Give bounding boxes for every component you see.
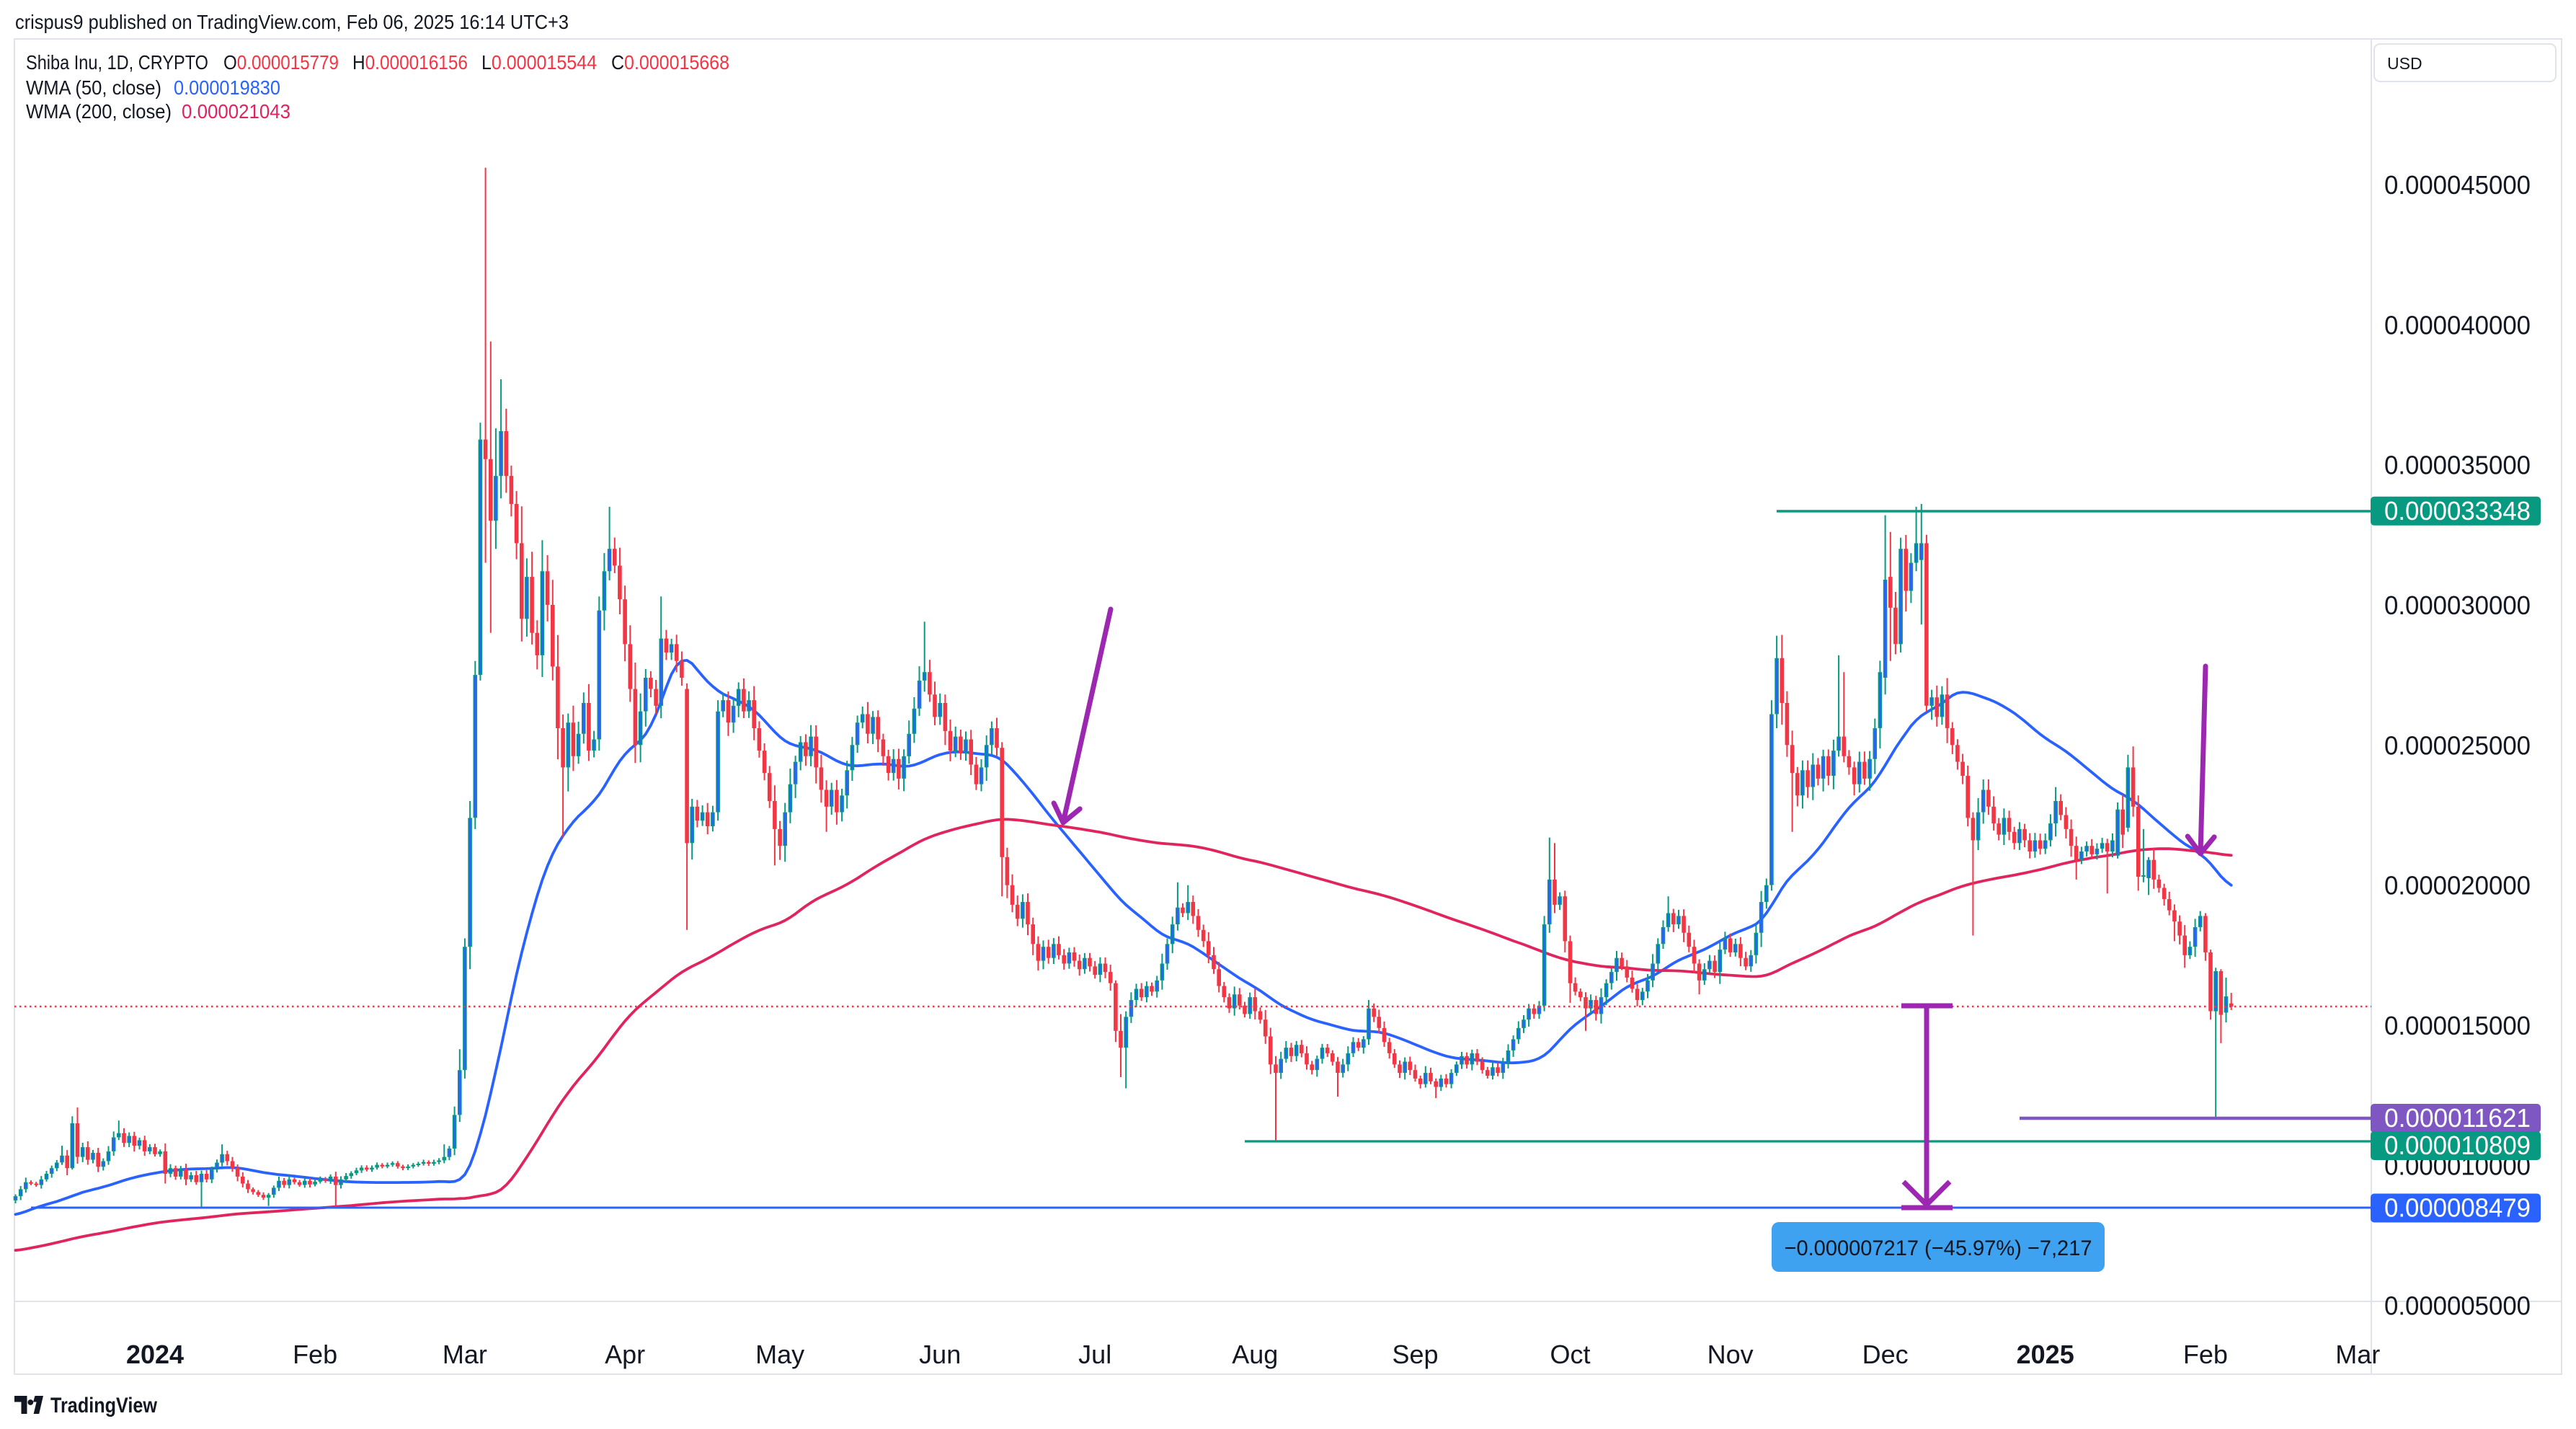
svg-text:0.000019830: 0.000019830 xyxy=(174,76,280,99)
svg-text:USD: USD xyxy=(2387,54,2422,73)
svg-text:Oct: Oct xyxy=(1550,1340,1590,1369)
svg-text:Apr: Apr xyxy=(605,1340,645,1369)
svg-text:H0.000016156: H0.000016156 xyxy=(352,51,468,74)
svg-text:0.000011621: 0.000011621 xyxy=(2384,1103,2531,1133)
svg-text:2024: 2024 xyxy=(126,1340,184,1369)
svg-text:WMA (50, close): WMA (50, close) xyxy=(26,76,161,99)
svg-text:0.000010809: 0.000010809 xyxy=(2384,1131,2531,1160)
svg-text:0.000005000: 0.000005000 xyxy=(2384,1291,2531,1321)
svg-text:0.000025000: 0.000025000 xyxy=(2384,730,2531,760)
svg-text:C0.000015668: C0.000015668 xyxy=(611,51,729,74)
svg-text:0.000033348: 0.000033348 xyxy=(2384,496,2531,526)
svg-text:Shiba Inu, 1D, CRYPTO: Shiba Inu, 1D, CRYPTO xyxy=(26,51,208,74)
svg-text:Jul: Jul xyxy=(1078,1340,1111,1369)
svg-text:0.000040000: 0.000040000 xyxy=(2384,310,2531,340)
svg-text:L0.000015544: L0.000015544 xyxy=(481,51,597,74)
svg-text:May: May xyxy=(755,1340,804,1369)
svg-text:Dec: Dec xyxy=(1862,1340,1909,1369)
svg-text:0.000020000: 0.000020000 xyxy=(2384,871,2531,901)
svg-text:Aug: Aug xyxy=(1232,1340,1278,1369)
svg-text:O0.000015779: O0.000015779 xyxy=(223,51,339,74)
svg-text:0.000015000: 0.000015000 xyxy=(2384,1011,2531,1040)
svg-text:Jun: Jun xyxy=(919,1340,961,1369)
svg-text:0.000045000: 0.000045000 xyxy=(2384,170,2531,200)
svg-text:−0.000007217 (−45.97%) −7,217: −0.000007217 (−45.97%) −7,217 xyxy=(1785,1236,2092,1260)
svg-text:0.000008479: 0.000008479 xyxy=(2384,1193,2531,1223)
svg-text:crispus9 published on TradingV: crispus9 published on TradingView.com, F… xyxy=(15,11,569,33)
svg-text:0.000035000: 0.000035000 xyxy=(2384,451,2531,480)
svg-text:0.000030000: 0.000030000 xyxy=(2384,590,2531,620)
svg-text:Sep: Sep xyxy=(1392,1340,1438,1369)
svg-text:Mar: Mar xyxy=(2335,1340,2380,1369)
svg-text:Nov: Nov xyxy=(1707,1340,1754,1369)
svg-text:0.000021043: 0.000021043 xyxy=(182,100,290,123)
svg-text:Feb: Feb xyxy=(2183,1340,2228,1369)
svg-text:TradingView: TradingView xyxy=(50,1394,158,1417)
svg-text:WMA (200, close): WMA (200, close) xyxy=(26,100,172,123)
svg-text:2025: 2025 xyxy=(2017,1340,2074,1369)
svg-text:Mar: Mar xyxy=(443,1340,487,1369)
svg-text:Feb: Feb xyxy=(293,1340,337,1369)
